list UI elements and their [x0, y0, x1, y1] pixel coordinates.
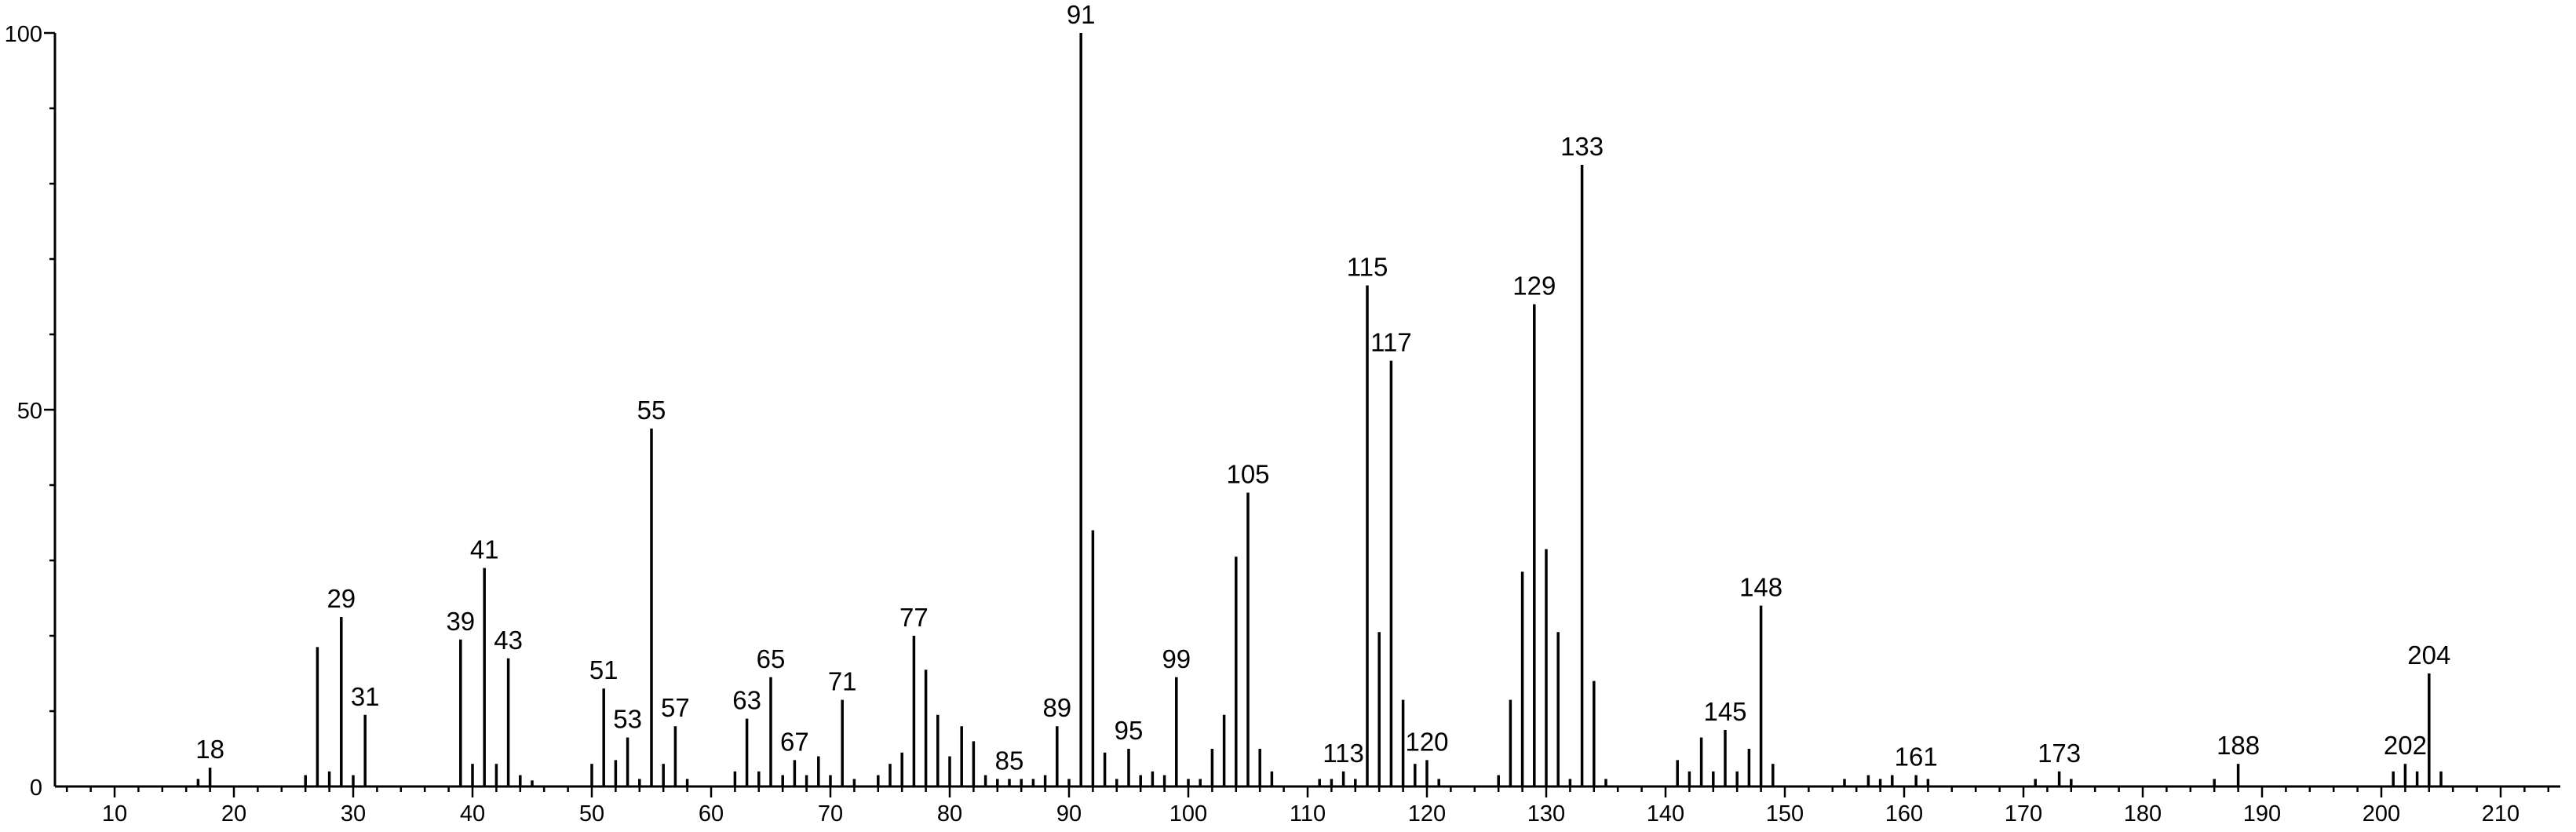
spectrum-bars — [196, 33, 2443, 786]
peak-label: 99 — [1162, 644, 1191, 673]
peak-label: 91 — [1067, 0, 1096, 29]
peak-label: 117 — [1370, 328, 1412, 357]
peak-label: 39 — [446, 607, 475, 636]
x-tick-label: 10 — [102, 801, 127, 827]
peak-label: 145 — [1703, 697, 1746, 726]
x-tick-label: 20 — [221, 801, 246, 827]
x-tick-label: 200 — [2363, 801, 2400, 827]
peak-label: 105 — [1226, 460, 1269, 489]
peak-label: 115 — [1347, 253, 1388, 282]
y-tick-label: 100 — [5, 22, 42, 47]
peak-label: 57 — [661, 693, 690, 722]
x-tick-label: 30 — [341, 801, 366, 827]
x-tick-label: 130 — [1527, 801, 1565, 827]
peak-label: 202 — [2384, 731, 2427, 760]
peak-label: 18 — [195, 735, 224, 764]
peak-label: 188 — [2217, 731, 2260, 760]
peak-label: 113 — [1323, 739, 1364, 768]
x-tick-label: 160 — [1885, 801, 1923, 827]
peak-label: 53 — [613, 705, 642, 734]
peak-label: 71 — [828, 667, 857, 696]
peak-labels: 18 29 31 39 41 43 51 53 55 57 63 65 67 71 77 85 89 91 95 99… — [195, 0, 2450, 775]
x-tick-label: 60 — [699, 801, 724, 827]
peak-label: 129 — [1512, 272, 1556, 301]
peak-label: 133 — [1560, 132, 1604, 161]
peak-label: 95 — [1115, 716, 1144, 745]
peak-label: 43 — [494, 626, 523, 655]
peak-label: 161 — [1895, 743, 1938, 772]
peak-label: 51 — [589, 655, 618, 684]
peak-label: 148 — [1739, 573, 1782, 602]
peak-label: 29 — [327, 584, 356, 613]
peak-label: 120 — [1405, 727, 1448, 756]
x-tick-label: 140 — [1647, 801, 1684, 827]
axis-ticks: 10 20 30 40 50 60 70 80 90 100 110 120 130 140 150 160 1… — [5, 22, 2550, 827]
peak-label: 85 — [995, 746, 1024, 775]
x-tick-label: 120 — [1408, 801, 1446, 827]
y-tick-label: 0 — [30, 775, 42, 801]
peak-label: 41 — [470, 535, 499, 564]
x-tick-label: 170 — [2005, 801, 2042, 827]
peak-label: 89 — [1042, 693, 1071, 722]
x-tick-label: 70 — [818, 801, 843, 827]
peak-label: 67 — [780, 727, 809, 756]
peak-label: 63 — [732, 686, 761, 715]
x-tick-label: 100 — [1169, 801, 1207, 827]
x-tick-label: 50 — [579, 801, 604, 827]
x-tick-label: 210 — [2482, 801, 2519, 827]
x-tick-label: 180 — [2124, 801, 2162, 827]
x-tick-label: 80 — [937, 801, 962, 827]
peak-label: 55 — [637, 396, 666, 425]
peak-label: 204 — [2407, 640, 2450, 670]
peak-label: 31 — [351, 682, 380, 711]
x-tick-label: 150 — [1766, 801, 1804, 827]
peak-label: 77 — [899, 603, 929, 632]
y-tick-label: 50 — [17, 399, 42, 424]
x-tick-label: 190 — [2243, 801, 2281, 827]
x-tick-label: 110 — [1290, 801, 1326, 827]
x-tick-label: 40 — [460, 801, 485, 827]
peak-label: 173 — [2038, 739, 2081, 768]
x-tick-label: 90 — [1056, 801, 1082, 827]
peak-label: 65 — [757, 644, 786, 673]
